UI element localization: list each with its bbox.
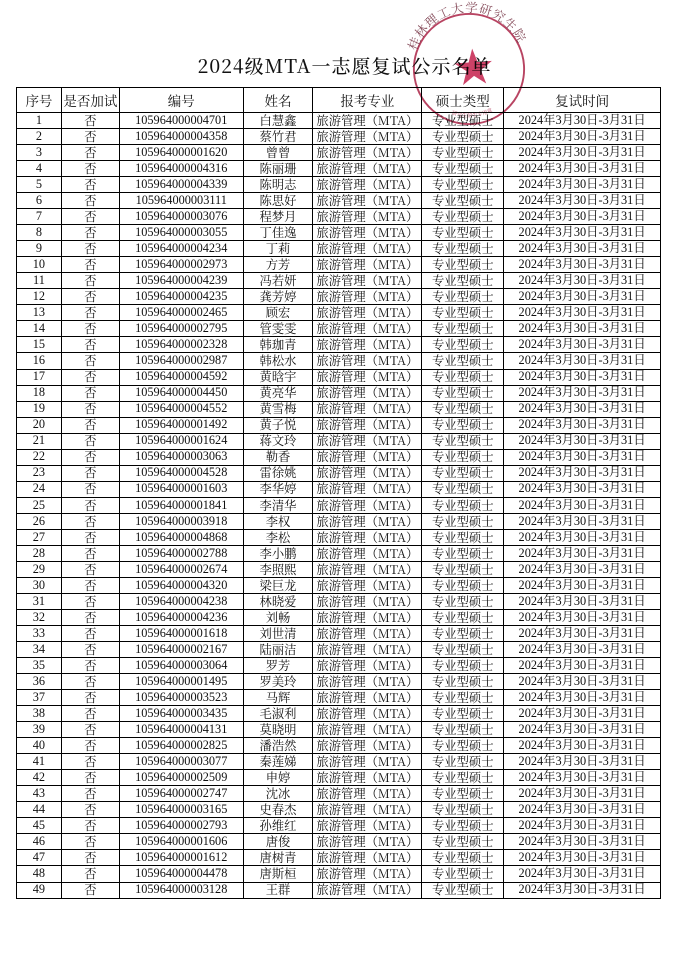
svg-text:桂林理工大学研究生院: 桂林理工大学研究生院: [400, 0, 532, 54]
svg-text:研究生招生专用章: 研究生招生专用章: [450, 106, 494, 121]
